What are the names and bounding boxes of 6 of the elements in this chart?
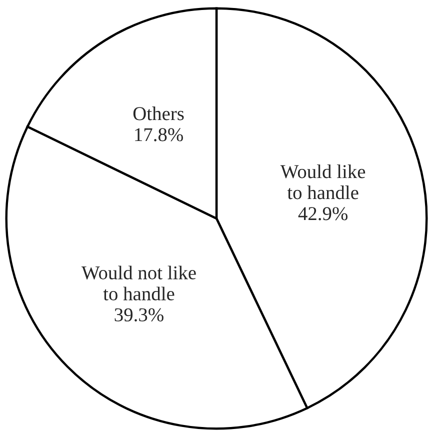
slice-label: Would not like to handle <box>81 266 196 300</box>
data-label: 17.8% <box>135 128 183 142</box>
data-label: 42.9% <box>298 207 348 220</box>
data-label: 39.3% <box>114 308 164 322</box>
slice-label: Would like to handle <box>280 164 366 200</box>
slice-label: Others <box>133 106 184 120</box>
